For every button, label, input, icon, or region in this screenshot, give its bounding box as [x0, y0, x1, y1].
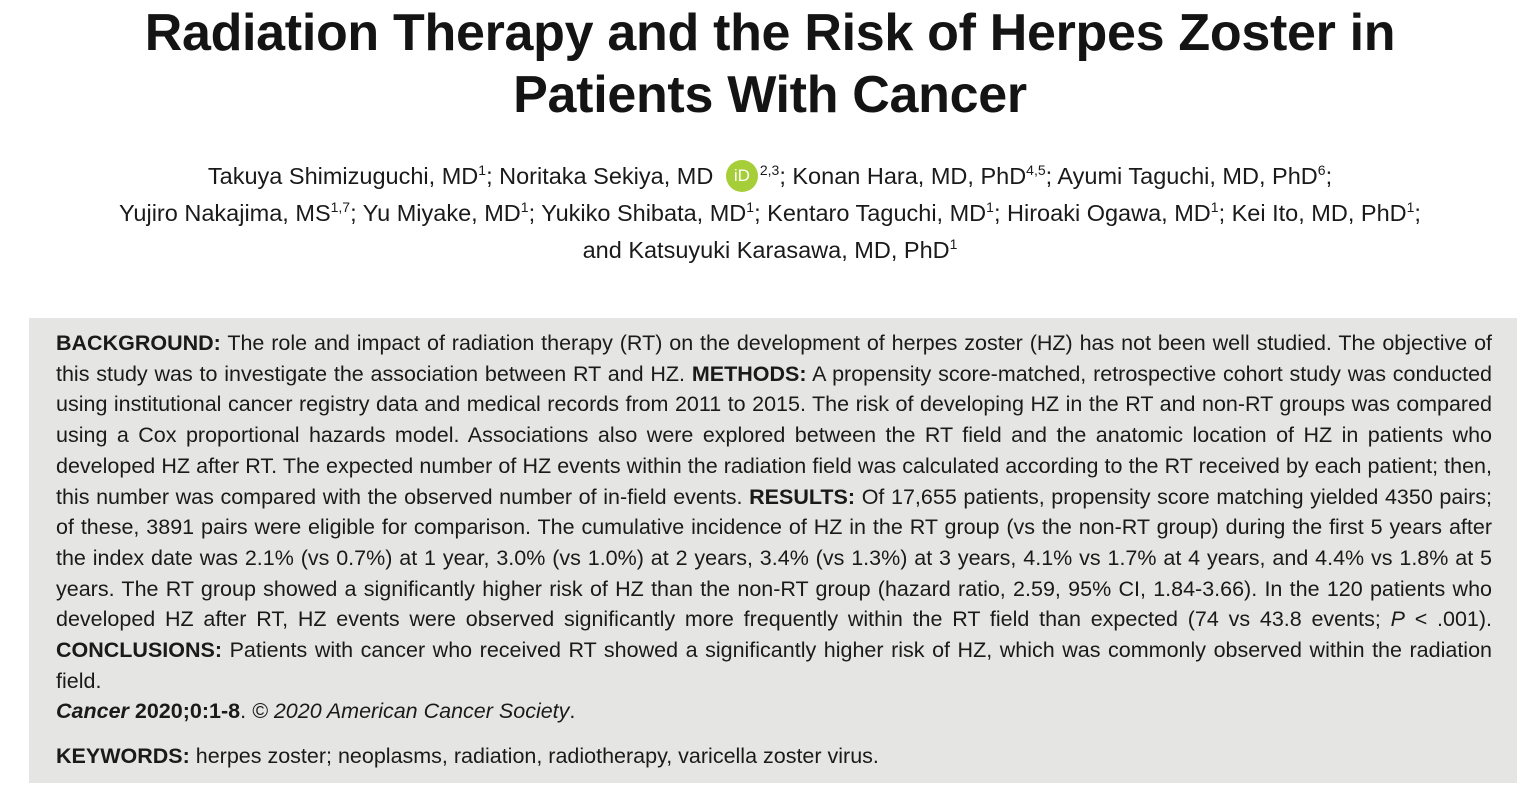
author-separator: ;	[1045, 163, 1058, 189]
author-name: Ayumi Taguchi, MD, PhD	[1057, 163, 1318, 189]
orcid-icon[interactable]: iD	[725, 160, 758, 192]
author-affiliation: 1	[746, 199, 755, 215]
author-name: Yujiro Nakajima, MS	[119, 200, 331, 226]
methods-text: A propensity score-matched, retrospectiv…	[56, 361, 1492, 509]
author-affiliation: 4,5	[1026, 162, 1046, 178]
author-name: Kei Ito, MD, PhD	[1231, 200, 1407, 226]
author-name: Noritaka Sekiya, MD	[499, 163, 714, 189]
article-title: Radiation Therapy and the Risk of Herpes…	[144, 4, 1396, 124]
results-text-end: < .001).	[1404, 607, 1492, 632]
author-list: Takuya Shimizuguchi, MD1; Noritaka Sekiy…	[20, 158, 1520, 269]
author-name: Takuya Shimizuguchi, MD	[207, 163, 479, 189]
keywords-text: herpes zoster; neoplasms, radiation, rad…	[189, 744, 879, 768]
author-affiliation: 1	[520, 199, 529, 215]
keywords: KEYWORDS: herpes zoster; neoplasms, radi…	[56, 741, 1492, 771]
author-separator: ;	[1325, 163, 1333, 189]
author-line-3: and Katsuyuki Karasawa, MD, PhD1	[20, 232, 1520, 269]
results-label: RESULTS:	[749, 484, 856, 509]
p-value-symbol: P	[1390, 607, 1405, 632]
author-separator: ;	[486, 163, 500, 189]
author-affiliation: 1	[1210, 199, 1219, 215]
methods-label: METHODS:	[691, 361, 807, 386]
author-separator: ;	[754, 200, 768, 226]
citation-copyright: © 2020 American Cancer Society	[252, 699, 570, 724]
conclusions-label: CONCLUSIONS:	[56, 638, 223, 663]
citation-end: .	[569, 699, 576, 724]
citation-journal: Cancer	[56, 699, 129, 724]
abstract-text: BACKGROUND: The role and impact of radia…	[56, 328, 1492, 727]
author-line-1: Takuya Shimizuguchi, MD1; Noritaka Sekiy…	[20, 158, 1520, 195]
author-name: Hiroaki Ogawa, MD	[1007, 200, 1211, 226]
author-affiliation: 1	[1406, 199, 1415, 215]
author-name: Konan Hara, MD, PhD	[792, 163, 1027, 189]
background-label: BACKGROUND:	[56, 331, 221, 355]
background-text: The role and impact of radiation therapy…	[56, 331, 1492, 386]
keywords-label: KEYWORDS:	[56, 744, 190, 768]
author-affiliation: 1,7	[330, 199, 351, 215]
conclusions-text: Patients with cancer who received RT sho…	[56, 638, 1492, 693]
abstract-panel: BACKGROUND: The role and impact of radia…	[29, 318, 1517, 783]
author-affiliation: 1	[986, 199, 994, 215]
author-separator: ;	[993, 200, 1008, 226]
author-name: Yu Miyake, MD	[362, 200, 521, 226]
author-separator: ;	[1218, 200, 1232, 226]
author-name: and Katsuyuki Karasawa, MD, PhD	[582, 237, 950, 263]
author-separator: ;	[779, 163, 793, 189]
author-affiliation: 1	[949, 236, 958, 252]
author-affiliation: 2,3	[759, 162, 780, 178]
author-separator: ;	[528, 200, 542, 226]
author-affiliation: 1	[478, 162, 487, 178]
results-text: Of 17,655 patients, propensity score mat…	[56, 484, 1492, 632]
author-line-2: Yujiro Nakajima, MS1,7; Yu Miyake, MD1; …	[20, 195, 1520, 232]
citation-reference: 2020;0:1-8	[128, 699, 241, 724]
citation-separator: .	[240, 699, 253, 724]
author-affiliation: 6	[1317, 162, 1326, 178]
author-name: Kentaro Taguchi, MD	[767, 200, 987, 226]
author-separator: ;	[1414, 200, 1421, 226]
author-separator: ;	[350, 200, 363, 226]
author-name: Yukiko Shibata, MD	[541, 200, 747, 226]
